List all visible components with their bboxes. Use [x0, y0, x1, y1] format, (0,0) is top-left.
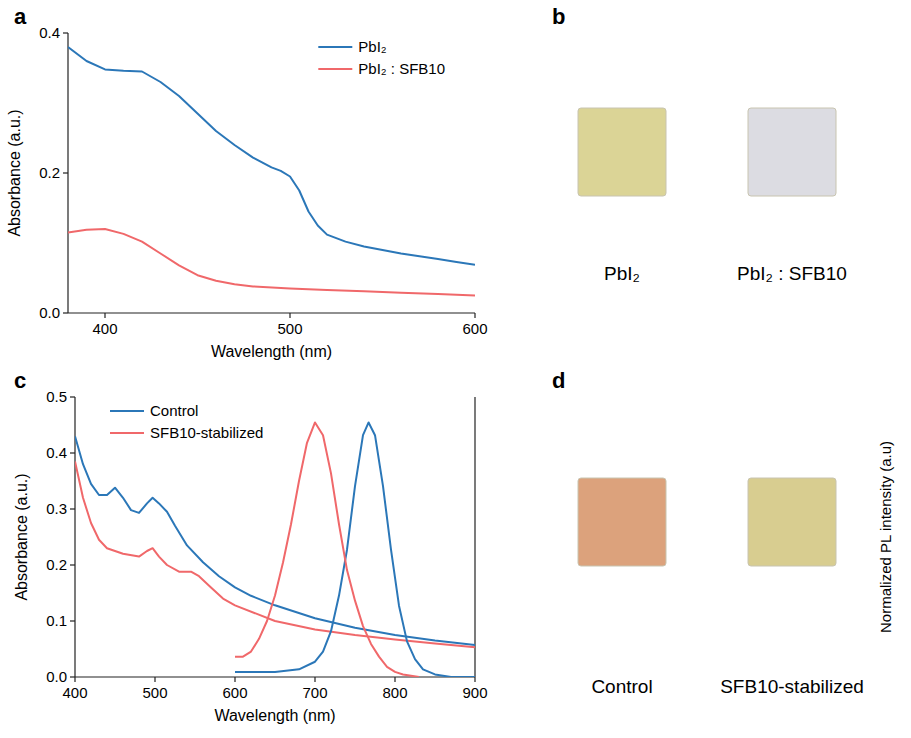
x-tick-label: 600	[222, 684, 247, 701]
y-tick	[70, 676, 75, 677]
sample-label: PbI₂	[604, 263, 640, 284]
x-tick	[234, 677, 235, 682]
x-tick	[154, 677, 155, 682]
x-tick	[394, 677, 395, 682]
x-tick-label: 900	[462, 684, 487, 701]
x-tick	[289, 313, 290, 318]
y-tick	[70, 452, 75, 453]
x-axis-title: Wavelength (nm)	[211, 343, 332, 360]
legend-swatch	[318, 68, 352, 70]
y-tick	[70, 396, 75, 397]
y-tick-label: 0.2	[46, 556, 67, 573]
y2-axis-line	[474, 397, 475, 677]
y-tick-label: 0.1	[46, 612, 67, 629]
sample-photo	[748, 108, 836, 196]
legend-swatch	[110, 410, 144, 412]
legend: PbI₂ PbI₂ : SFB10	[318, 38, 445, 77]
y-tick	[63, 32, 68, 33]
x-tick-label: 400	[92, 320, 117, 337]
y-tick	[70, 620, 75, 621]
x-tick-label: 600	[462, 320, 487, 337]
series-group	[68, 47, 475, 296]
y-tick-label: 0.0	[39, 304, 60, 321]
x-tick	[474, 313, 475, 318]
legend-label: PbI₂	[358, 38, 387, 55]
series-line	[68, 47, 475, 265]
chart-panel: c 400 500 600 700 800 900 0.0 0.1 0.2 0.3 0.4 0.5 Wav…	[13, 368, 894, 724]
x-tick	[474, 677, 475, 682]
y2-axis-title: Normalized PL intensity (a.u)	[877, 441, 894, 633]
y-tick-label: 0.5	[46, 388, 67, 405]
x-tick	[104, 313, 105, 318]
sample-photo	[578, 108, 666, 196]
x-tick-label: 500	[142, 684, 167, 701]
legend-label: PbI₂ : SFB10	[358, 60, 445, 77]
panel-letter: d	[552, 368, 565, 393]
y-tick-label: 0.0	[46, 668, 67, 685]
x-tick	[74, 677, 75, 682]
series-line	[75, 436, 475, 645]
x-tick-label: 700	[302, 684, 327, 701]
x-tick-label: 400	[62, 684, 87, 701]
figure: a 400 500 600 0.0 0.2 0.4 Wavelength (nm) Absorb…	[0, 0, 911, 738]
legend-swatch	[318, 46, 352, 48]
sample-photo	[578, 478, 666, 566]
legend-swatch	[110, 432, 144, 434]
photo-panel: b PbI₂ PbI₂ : SFB10	[552, 4, 847, 284]
y-tick	[70, 508, 75, 509]
sample-label: PbI₂ : SFB10	[737, 263, 847, 284]
x-tick-label: 800	[382, 684, 407, 701]
y-tick-label: 0.3	[46, 500, 67, 517]
y-tick	[70, 564, 75, 565]
y-axis-title: Absorbance (a.u.)	[6, 109, 23, 236]
photo-panel: d Control SFB10-stabilized	[552, 368, 864, 697]
y-tick-label: 0.2	[39, 164, 60, 181]
x-tick-label: 500	[277, 320, 302, 337]
panel-letter: c	[14, 368, 26, 393]
chart-panel: a 400 500 600 0.0 0.2 0.4 Wavelength (nm) Absorb…	[6, 4, 488, 360]
series-line	[75, 461, 475, 647]
y-tick-label: 0.4	[39, 24, 60, 41]
y-tick-label: 0.4	[46, 444, 67, 461]
legend-label: SFB10-stabilized	[150, 424, 263, 441]
sample-label: Control	[591, 676, 652, 697]
series-line	[235, 422, 475, 677]
x-axis-title: Wavelength (nm)	[214, 707, 335, 724]
panel-letter: b	[552, 4, 565, 29]
panel-letter: a	[14, 4, 27, 29]
sample-photo	[748, 478, 836, 566]
y-axis-title: Absorbance (a.u.)	[13, 473, 30, 600]
y-tick	[63, 172, 68, 173]
legend-label: Control	[150, 402, 198, 419]
x-axis-line	[68, 312, 475, 313]
x-tick	[314, 677, 315, 682]
series-line	[235, 422, 419, 677]
series-line	[68, 229, 475, 296]
series-group	[75, 422, 475, 677]
y-tick	[63, 312, 68, 313]
sample-label: SFB10-stabilized	[720, 676, 864, 697]
legend: Control SFB10-stabilized	[110, 402, 263, 441]
